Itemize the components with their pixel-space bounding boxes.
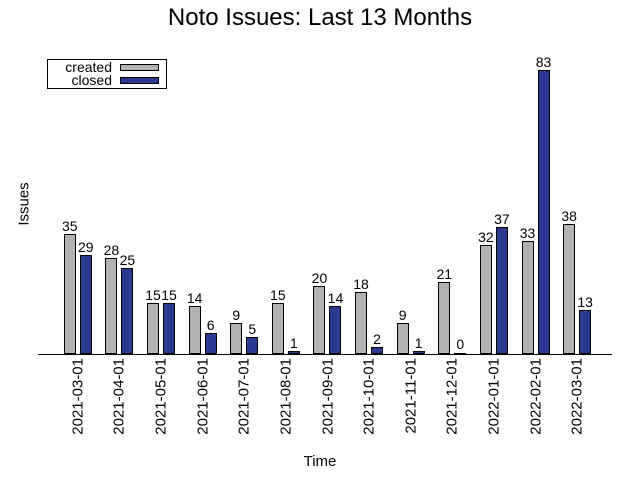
value-label-closed: 0	[456, 336, 465, 352]
bar-created: 15	[145, 287, 161, 354]
bar-group: 14 6	[182, 44, 224, 354]
bar-created: 18	[353, 276, 369, 354]
bar-closed: 25	[120, 252, 135, 354]
value-label-created: 18	[353, 276, 369, 292]
x-tick-label: 2021-11-01	[402, 358, 420, 434]
x-tick-label: 2021-04-01	[110, 358, 128, 435]
bar-closed: 37	[494, 211, 510, 354]
bar-created: 38	[561, 208, 577, 354]
value-label-closed: 29	[78, 239, 94, 255]
value-label-created: 20	[311, 270, 328, 286]
x-tick-label: 2021-05-01	[152, 358, 170, 435]
value-label-created: 21	[436, 266, 453, 282]
legend-label-closed: closed	[71, 72, 112, 88]
bar-created: 9	[230, 307, 243, 354]
value-label-created: 15	[145, 287, 161, 303]
bar-closed: 29	[78, 239, 94, 354]
bar-closed: 5	[246, 321, 259, 354]
bar-closed: 14	[328, 290, 343, 354]
bar-group: 35 29	[57, 44, 99, 354]
bar-closed: 2	[371, 331, 384, 354]
value-label-created: 9	[232, 307, 241, 323]
bar-group: 33 83	[515, 44, 557, 354]
bar-group: 28 25	[99, 44, 141, 354]
x-tick-label: 2022-02-01	[527, 358, 545, 435]
x-tick-label: 2021-03-01	[69, 358, 87, 435]
legend-label-created: created	[65, 59, 112, 75]
x-tick-label: 2021-07-01	[235, 358, 253, 435]
bar-created: 32	[478, 229, 494, 354]
bar-group: 32 37	[473, 44, 515, 354]
x-tick-label: 2021-12-01	[443, 358, 461, 435]
bar-created: 21	[436, 266, 452, 354]
value-label-closed: 83	[535, 54, 552, 70]
x-tick-label: 2021-08-01	[277, 358, 295, 435]
bar-created: 15	[270, 287, 286, 354]
x-tick-label: 2022-01-01	[485, 358, 503, 435]
x-tick-label: 2021-10-01	[360, 358, 378, 435]
value-label-closed: 37	[494, 211, 510, 227]
bar-closed: 1	[412, 335, 425, 354]
value-label-closed: 13	[577, 294, 593, 310]
x-tick-label: 2022-03-01	[568, 358, 586, 435]
bar-group: 21 0	[431, 44, 473, 354]
legend-swatch-closed	[120, 77, 159, 84]
bar-created: 35	[62, 218, 78, 354]
value-label-created: 9	[398, 307, 407, 323]
bar-group: 38 13	[556, 44, 598, 354]
value-label-created: 28	[103, 242, 120, 258]
value-label-created: 15	[270, 287, 286, 303]
bar-closed: 6	[204, 317, 217, 354]
value-label-created: 38	[561, 208, 577, 224]
x-tick-label: 2021-09-01	[319, 358, 336, 435]
value-label-closed: 25	[119, 252, 136, 268]
bar-group: 18 2	[348, 44, 390, 354]
value-label-created: 33	[519, 225, 536, 241]
bar-group: 15 1	[265, 44, 307, 354]
legend-item-created: created	[48, 59, 166, 75]
bar-created: 28	[104, 242, 119, 354]
bar-closed: 15	[161, 287, 177, 354]
value-label-closed: 14	[327, 290, 344, 306]
value-label-created: 32	[478, 229, 494, 245]
value-label-created: 14	[186, 290, 203, 306]
legend-swatch-created	[120, 64, 159, 71]
value-label-closed: 2	[373, 331, 381, 347]
plot-area: 35 29 28 25 15 15 14 6 9 5 15 1 20 14 18 2 9 1 21 0 32 37 33 83…	[57, 44, 598, 354]
value-label-created: 35	[62, 218, 78, 234]
value-label-closed: 5	[248, 321, 257, 337]
bar-group: 15 15	[140, 44, 182, 354]
bar-closed: 1	[287, 335, 300, 354]
x-tick-label: 2021-06-01	[194, 358, 212, 435]
bar-closed: 83	[536, 54, 551, 354]
legend-item-closed: closed	[48, 72, 166, 88]
bar-created: 14	[187, 290, 202, 354]
value-label-closed: 15	[161, 287, 177, 303]
bar-closed: 13	[577, 294, 593, 354]
value-label-closed: 6	[206, 317, 215, 333]
bar-created: 20	[312, 270, 327, 354]
bar-group: 20 14	[307, 44, 349, 354]
y-axis-label: Issues	[15, 182, 33, 226]
x-axis-label: Time	[303, 453, 337, 470]
bar-closed: 0	[454, 336, 467, 354]
value-label-closed: 1	[289, 335, 298, 351]
chart-title: Noto Issues: Last 13 Months	[167, 4, 473, 31]
legend: created closed	[47, 59, 167, 89]
value-label-closed: 1	[414, 335, 423, 351]
bar-created: 9	[396, 307, 409, 354]
bar-created: 33	[520, 225, 535, 354]
x-axis-line	[38, 354, 612, 355]
